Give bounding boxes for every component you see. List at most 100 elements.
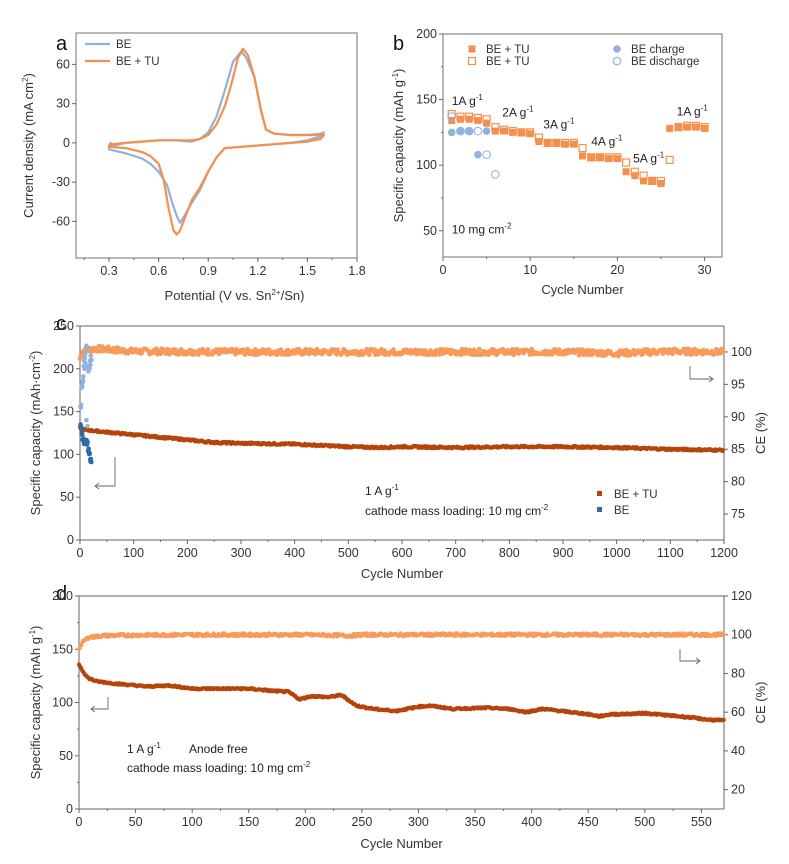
x-tick-label: 500 (634, 815, 655, 829)
data-point (595, 153, 605, 162)
x-tick-label: 400 (284, 546, 305, 560)
y-tick-label: 250 (53, 319, 74, 333)
legend-swatch (597, 507, 602, 512)
data-point (569, 138, 578, 147)
x-tick-label: 0.9 (200, 264, 217, 278)
data-point (587, 153, 596, 162)
y-axis-label: Specific capacity (mAh·cm-2) (28, 351, 43, 516)
data-point (456, 112, 465, 121)
y-tick-label: 100 (53, 447, 74, 461)
legend-label: BE + TU (116, 56, 160, 68)
data-point (470, 352, 475, 358)
x-tick-label: 400 (521, 815, 542, 829)
data-point (85, 439, 90, 445)
data-point (303, 346, 309, 352)
y-right-tick-label: 80 (731, 666, 745, 680)
legend-label: BE (614, 505, 630, 517)
data-point (482, 150, 491, 160)
panel-letter-d: d (56, 583, 67, 605)
y-axis-label: Specific capacity (mAh g-1) (28, 626, 43, 780)
x-tick-label: 250 (351, 815, 372, 829)
panel-c: c0 100 200 300 400 500 600 700 800 900 1000 1100 120… (28, 313, 768, 581)
right-axis-arrow-icon (679, 649, 701, 665)
legend-label: BE charge (631, 44, 685, 56)
plot-frame (75, 32, 358, 259)
data-point (700, 123, 709, 132)
data-point (79, 384, 85, 390)
data-point (173, 347, 178, 352)
y-tick-label: 50 (59, 749, 73, 763)
data-point (648, 176, 657, 186)
data-point (85, 423, 90, 429)
data-point (82, 366, 87, 372)
data-point (543, 138, 552, 147)
annotation: 4A g-1 (591, 134, 623, 149)
data-point (534, 133, 544, 142)
data-point (500, 127, 508, 135)
data-point (657, 180, 665, 188)
x-tick-label: 1.2 (249, 264, 266, 278)
panel-letter-a: a (56, 33, 68, 55)
x-tick-label: 1.8 (348, 264, 365, 278)
y-right-tick-label: 40 (731, 744, 745, 758)
annotation: 3A g-1 (543, 116, 575, 131)
data-point (78, 402, 84, 408)
data-point (721, 633, 726, 637)
y-right-axis-label: CE (%) (753, 412, 768, 454)
x-tick-label: 200 (295, 815, 316, 829)
data-point (605, 155, 613, 163)
plot-frame (442, 33, 723, 258)
x-tick-label: 30 (698, 263, 712, 277)
x-tick-label: 0 (440, 263, 447, 277)
data-point (613, 153, 622, 162)
legend-label: BE + TU (486, 56, 530, 68)
data-point (613, 45, 621, 53)
data-point (578, 144, 587, 153)
data-point (683, 121, 692, 130)
data-point (508, 126, 517, 136)
data-point (499, 125, 509, 134)
data-point (490, 170, 500, 179)
data-point (447, 109, 456, 119)
data-point (205, 347, 211, 352)
y-tick-label: 0 (63, 136, 70, 150)
x-tick-label: 0.3 (100, 264, 117, 278)
data-point (720, 346, 726, 352)
data-point (88, 362, 93, 368)
annotation: 5A g-1 (633, 151, 665, 166)
data-point (701, 124, 709, 132)
y-tick-label: 100 (416, 158, 437, 172)
data-point (464, 126, 474, 136)
data-point (589, 352, 595, 358)
data-point (596, 153, 604, 161)
data-point (517, 128, 525, 136)
data-point (468, 45, 476, 53)
legend-label: BE + TU (614, 489, 658, 501)
y-axis-label: Specific capacity (mAh g-1) (391, 69, 406, 223)
data-point (526, 130, 534, 138)
panel-d: d 0 50 100 150 200 250 300 350 400 450 500 550 0 50 100… (28, 583, 768, 851)
annotation: 10 mg cm-2 (452, 221, 512, 236)
data-point (683, 123, 691, 131)
panel-a: a 0.3 0.6 0.9 1.2 1.5 1.8 -60 -30 0 30 60 BE BE + TU P… (21, 32, 366, 303)
data-point (391, 347, 396, 352)
data-point (692, 123, 700, 131)
data-point (491, 123, 500, 132)
y-tick-label: 50 (60, 490, 74, 504)
data-point (604, 153, 613, 162)
data-point (79, 432, 85, 437)
data-point (526, 128, 535, 137)
x-tick-label: 350 (465, 815, 486, 829)
y-right-tick-label: 80 (731, 475, 745, 489)
y-tick-label: 0 (66, 802, 73, 816)
data-point (630, 167, 639, 176)
y-tick-label: 150 (53, 405, 74, 419)
x-tick-label: 100 (123, 546, 144, 560)
x-tick-label: 600 (392, 546, 413, 560)
y-tick-label: 50 (423, 224, 437, 238)
data-point (560, 138, 570, 147)
x-tick-label: 100 (182, 815, 203, 829)
x-tick-label: 450 (578, 815, 599, 829)
annotation-current: 1 A g-1 (127, 741, 161, 756)
